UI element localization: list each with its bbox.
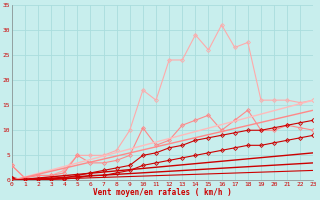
X-axis label: Vent moyen/en rafales ( km/h ): Vent moyen/en rafales ( km/h ) bbox=[93, 188, 232, 197]
